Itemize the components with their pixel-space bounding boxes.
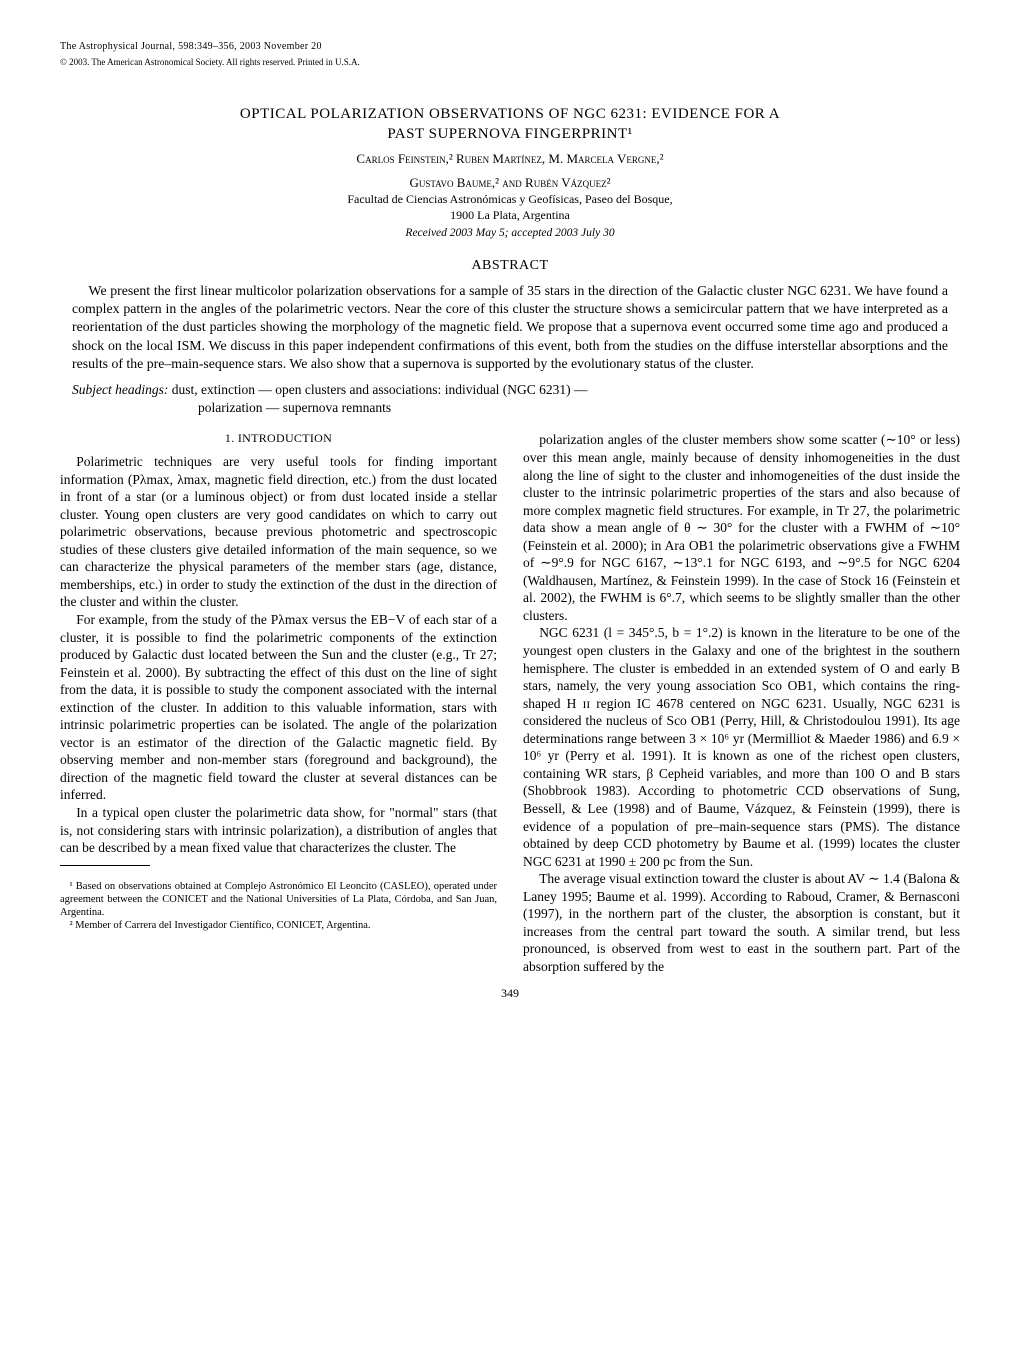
journal-line: The Astrophysical Journal, 598:349–356, …	[60, 41, 322, 52]
right-para-3: The average visual extinction toward the…	[523, 870, 960, 975]
title-line-1: OPTICAL POLARIZATION OBSERVATIONS OF NGC…	[240, 106, 780, 122]
footnote-rule	[60, 865, 150, 866]
right-column: polarization angles of the cluster membe…	[523, 431, 960, 975]
affiliation-line-1: Facultad de Ciencias Astronómicas y Geof…	[60, 191, 960, 207]
footnotes: ¹ Based on observations obtained at Comp…	[60, 880, 497, 933]
abstract-heading: ABSTRACT	[60, 257, 960, 276]
left-para-3: In a typical open cluster the polarimetr…	[60, 804, 497, 857]
authors-line-1: Carlos Feinstein,² Ruben Martínez, M. Ma…	[60, 150, 960, 168]
subject-headings-line-1: dust, extinction — open clusters and ass…	[172, 382, 588, 397]
left-para-1: Polarimetric techniques are very useful …	[60, 453, 497, 611]
subject-headings-line-2: polarization — supernova remnants	[198, 399, 948, 417]
subject-headings: Subject headings: dust, extinction — ope…	[72, 381, 948, 417]
affiliation-line-2: 1900 La Plata, Argentina	[60, 207, 960, 223]
left-para-2: For example, from the study of the Pλmax…	[60, 611, 497, 804]
right-para-2: NGC 6231 (l = 345°.5, b = 1°.2) is known…	[523, 624, 960, 870]
abstract-body: We present the first linear multicolor p…	[72, 282, 948, 373]
page-number: 349	[60, 985, 960, 1001]
authors-line-2: Gustavo Baume,² and Rubén Vázquez²	[60, 174, 960, 192]
subject-headings-label: Subject headings:	[72, 382, 168, 397]
copyright-line: © 2003. The American Astronomical Societ…	[60, 56, 960, 68]
two-column-body: 1. INTRODUCTION Polarimetric techniques …	[60, 431, 960, 975]
received-line: Received 2003 May 5; accepted 2003 July …	[60, 226, 960, 242]
title-line-2: PAST SUPERNOVA FINGERPRINT¹	[387, 126, 632, 142]
journal-header: The Astrophysical Journal, 598:349–356, …	[60, 40, 960, 54]
paper-title: OPTICAL POLARIZATION OBSERVATIONS OF NGC…	[150, 104, 870, 145]
footnote-2: ² Member of Carrera del Investigador Cie…	[60, 919, 497, 932]
abstract-text: We present the first linear multicolor p…	[72, 282, 948, 373]
footnote-1: ¹ Based on observations obtained at Comp…	[60, 880, 497, 919]
right-para-1: polarization angles of the cluster membe…	[523, 431, 960, 624]
left-column: 1. INTRODUCTION Polarimetric techniques …	[60, 431, 497, 975]
section-1-heading: 1. INTRODUCTION	[60, 431, 497, 447]
